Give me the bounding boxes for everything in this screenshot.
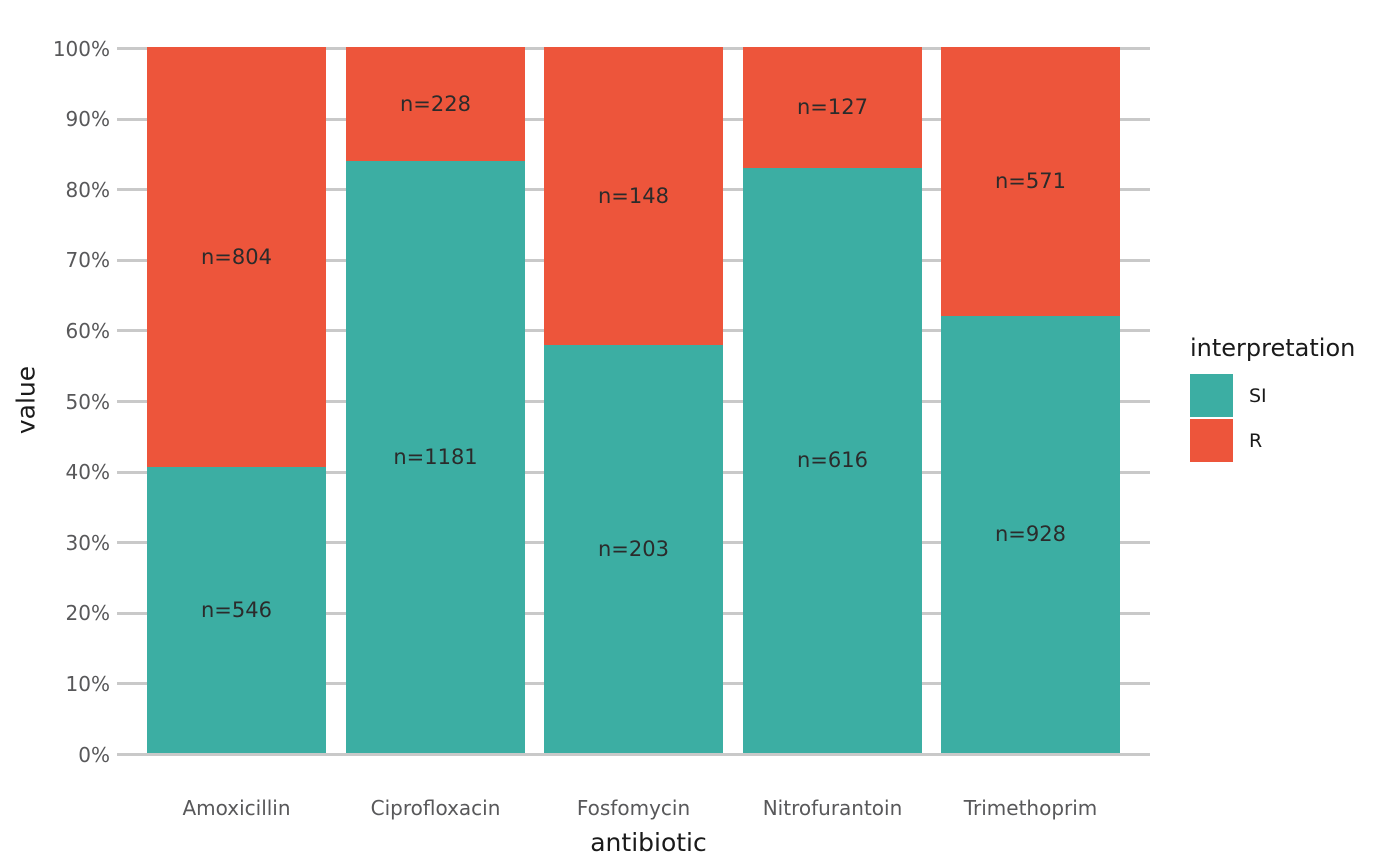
y-tick-label-90%: 90% <box>65 107 110 132</box>
y-tick-mark-80% <box>117 188 147 192</box>
x-tick-label-ciprofloxacin: Ciprofloxacin <box>370 796 501 820</box>
bar-amoxicillin: n=804 n=546 <box>147 47 326 753</box>
bar-count-label-si-fosfomycin: n=203 <box>598 536 669 561</box>
bar-fosfomycin: n=148 n=203 <box>544 47 723 753</box>
bar-ciprofloxacin: n=228 n=1181 <box>346 47 525 753</box>
legend-key-swatch-r <box>1190 419 1233 462</box>
bar-segment-si-amoxicillin: n=546 <box>147 467 326 753</box>
legend-entry-si: SI <box>1190 374 1355 417</box>
bar-segment-si-trimethoprim: n=928 <box>941 315 1120 753</box>
y-tick-mark-10% <box>117 682 147 686</box>
bar-segment-si-ciprofloxacin: n=1181 <box>346 161 525 753</box>
y-tick-label-0%: 0% <box>78 742 110 767</box>
y-tick-mark-70% <box>117 258 147 262</box>
bar-count-label-r-amoxicillin: n=804 <box>201 245 272 270</box>
legend-label-r: R <box>1249 429 1263 452</box>
legend-entry-r: R <box>1190 419 1355 462</box>
y-tick-mark-0% <box>117 753 147 756</box>
bar-segment-si-fosfomycin: n=203 <box>544 344 723 753</box>
x-tick-label-trimethoprim: Trimethoprim <box>963 796 1098 820</box>
x-tick-label-amoxicillin: Amoxicillin <box>182 796 291 820</box>
y-tick-label-40%: 40% <box>65 460 110 485</box>
legend: interpretation SI R <box>1190 334 1355 464</box>
y-tick-label-60%: 60% <box>65 318 110 343</box>
legend-title: interpretation <box>1190 334 1356 362</box>
bar-count-label-si-nitrofurantoin: n=616 <box>797 448 868 473</box>
bar-segment-r-amoxicillin: n=804 <box>147 47 326 468</box>
bar-segment-r-fosfomycin: n=148 <box>544 47 723 345</box>
x-tick-label-nitrofurantoin: Nitrofurantoin <box>762 796 903 820</box>
y-tick-mark-90% <box>117 117 147 121</box>
y-tick-label-50%: 50% <box>65 389 110 414</box>
x-axis-title: antibiotic <box>590 828 707 857</box>
y-tick-label-100%: 100% <box>52 36 110 61</box>
bar-count-label-si-ciprofloxacin: n=1181 <box>393 445 478 470</box>
y-tick-label-30%: 30% <box>65 530 110 555</box>
bar-nitrofurantoin: n=127 n=616 <box>743 47 922 753</box>
y-tick-label-20%: 20% <box>65 601 110 626</box>
y-tick-label-80%: 80% <box>65 177 110 202</box>
y-tick-label-70%: 70% <box>65 248 110 273</box>
bar-count-label-r-fosfomycin: n=148 <box>598 183 669 208</box>
bar-count-label-si-amoxicillin: n=546 <box>201 598 272 623</box>
legend-key-swatch-si <box>1190 374 1233 417</box>
bar-count-label-r-nitrofurantoin: n=127 <box>797 95 868 120</box>
bar-count-label-si-trimethoprim: n=928 <box>995 522 1066 547</box>
bar-count-label-r-ciprofloxacin: n=228 <box>400 92 471 117</box>
y-tick-mark-50% <box>117 400 147 403</box>
y-tick-mark-20% <box>117 611 147 615</box>
bar-segment-r-trimethoprim: n=571 <box>941 47 1120 316</box>
gridline-0% <box>147 753 1150 756</box>
y-axis-title: value <box>11 365 41 435</box>
x-tick-label-fosfomycin: Fosfomycin <box>576 796 691 820</box>
bar-count-label-r-trimethoprim: n=571 <box>995 169 1066 194</box>
legend-label-si: SI <box>1249 384 1267 407</box>
y-tick-mark-30% <box>117 541 147 545</box>
bar-trimethoprim: n=571 n=928 <box>941 47 1120 753</box>
y-tick-mark-40% <box>117 470 147 474</box>
y-tick-mark-100% <box>117 47 147 50</box>
bar-segment-si-nitrofurantoin: n=616 <box>743 167 922 753</box>
y-tick-label-10%: 10% <box>65 671 110 696</box>
legend-entries: SI R <box>1190 374 1355 462</box>
y-tick-mark-60% <box>117 329 147 333</box>
bar-segment-r-nitrofurantoin: n=127 <box>743 47 922 168</box>
plot-panel: 0% 10% 20% 30% 40% 50% 60% 70% 80% 90% 100% n=804 n=… <box>53 39 1150 820</box>
bar-segment-r-ciprofloxacin: n=228 <box>346 47 525 162</box>
